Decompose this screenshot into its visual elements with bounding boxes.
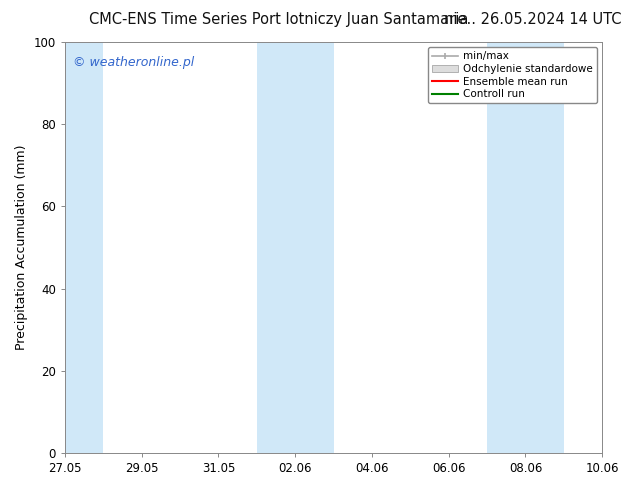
Y-axis label: Precipitation Accumulation (mm): Precipitation Accumulation (mm) (15, 145, 28, 350)
Bar (65, 42, 103, 453)
Text: © weatheronline.pl: © weatheronline.pl (73, 56, 194, 70)
Text: CMC-ENS Time Series Port lotniczy Juan Santamaria: CMC-ENS Time Series Port lotniczy Juan S… (89, 12, 468, 27)
Bar (487, 42, 564, 453)
Text: nie.. 26.05.2024 14 UTC: nie.. 26.05.2024 14 UTC (444, 12, 621, 27)
Legend: min/max, Odchylenie standardowe, Ensemble mean run, Controll run: min/max, Odchylenie standardowe, Ensembl… (428, 47, 597, 103)
Bar (257, 42, 333, 453)
